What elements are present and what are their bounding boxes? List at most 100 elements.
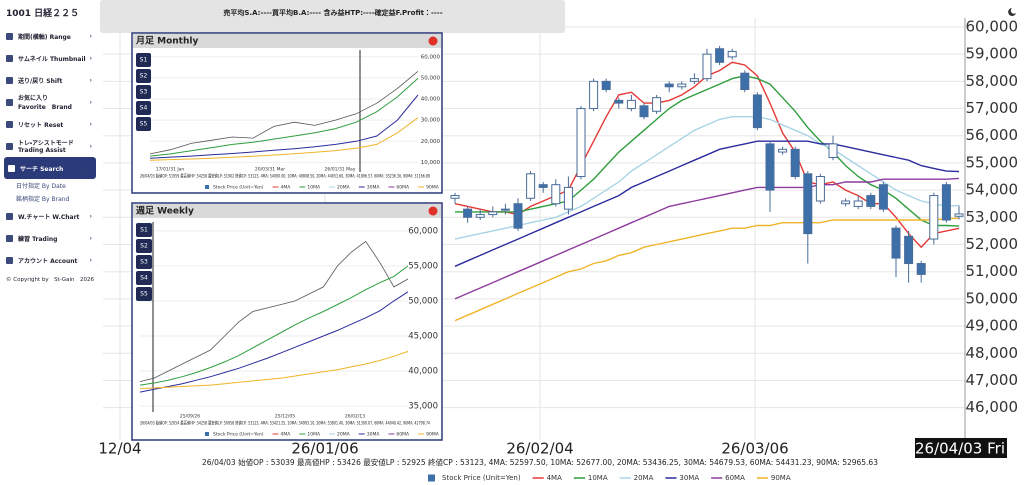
menu-arrow: ⌄ bbox=[82, 164, 88, 172]
menu-item[interactable]: 送り/戻り Shift › bbox=[0, 69, 100, 91]
y-tick-label: 56,000 bbox=[966, 126, 1019, 144]
panel-frame bbox=[131, 32, 443, 194]
menu-label: リセット Reset bbox=[18, 120, 63, 129]
menu-item[interactable]: W.チャート W.Chart › bbox=[0, 205, 100, 227]
menu-label: W.チャート W.Chart bbox=[18, 213, 80, 221]
series-button[interactable] bbox=[136, 223, 152, 237]
x-tick-label: 25/12/05 bbox=[275, 414, 295, 420]
copyright-text: © Copyright by bbox=[6, 277, 49, 283]
y-tick-label: 50,000 bbox=[421, 75, 441, 81]
menu-item[interactable]: トレ・アシストモード Trading Assist › bbox=[0, 135, 100, 157]
close-button[interactable] bbox=[428, 206, 438, 216]
menu: 期間(横軸) Range › サムネイル Thumbnail › 送り/戻り Shift… bbox=[0, 25, 100, 289]
menu-text: 送り/戻り Shift bbox=[18, 77, 63, 85]
candle-body bbox=[463, 208, 473, 218]
candle-body bbox=[450, 195, 460, 199]
menu-item[interactable]: アカウント Account › bbox=[0, 249, 100, 271]
candle-body bbox=[916, 263, 926, 275]
series-button[interactable] bbox=[136, 69, 151, 83]
ma-line bbox=[139, 291, 409, 393]
legend-label: 20MA bbox=[634, 474, 654, 482]
menu-item[interactable]: 練習 Trading › bbox=[0, 227, 100, 249]
sidebar: 1001 日経２２５ 期間(横軸) Range › サムネイル Thumbnail ›… bbox=[0, 0, 100, 485]
y-tick-label: 48,000 bbox=[966, 344, 1019, 362]
candle-body bbox=[815, 176, 825, 202]
x-tick-label: 26/02/13 bbox=[345, 414, 365, 420]
panel-title: 週足 Weekly bbox=[136, 206, 194, 217]
menu-item[interactable]: サーチ Search ⌄ bbox=[4, 157, 96, 179]
series-button[interactable] bbox=[136, 255, 152, 269]
legend-label: 4MA bbox=[281, 432, 292, 438]
candle-body bbox=[765, 143, 775, 191]
candle-body bbox=[803, 173, 813, 235]
candle-body bbox=[475, 214, 485, 218]
candle-body bbox=[828, 143, 838, 158]
candle-body bbox=[664, 83, 674, 88]
series-button[interactable] bbox=[136, 287, 152, 301]
candle-body bbox=[790, 148, 800, 178]
legend-label: 30MA bbox=[367, 432, 381, 438]
y-tick-label: 47,000 bbox=[966, 371, 1019, 389]
menu-label: 練習 Trading bbox=[18, 235, 58, 243]
series-button[interactable] bbox=[136, 85, 151, 99]
menu-item[interactable]: 期間(横軸) Range › bbox=[0, 25, 100, 47]
legend-label: 30MA bbox=[367, 185, 381, 191]
menu-icon bbox=[6, 98, 13, 106]
candle-body bbox=[853, 200, 863, 207]
menu-label: トレ・アシストモード Trading Assist bbox=[18, 138, 74, 154]
menu-icon bbox=[6, 120, 13, 128]
theme-toggle[interactable] bbox=[1008, 8, 1016, 16]
menu-text: Trading Assist bbox=[18, 147, 66, 154]
x-tick-label: 26/03/06 bbox=[721, 440, 788, 458]
legend-label: Stock Price (Unit=Yen) bbox=[442, 474, 521, 482]
submenu-item[interactable]: 銘柄指定 By Brand bbox=[16, 196, 70, 203]
series-button[interactable] bbox=[136, 117, 151, 131]
menu-icon bbox=[8, 164, 15, 172]
x-label-box bbox=[915, 438, 1007, 458]
ma-line bbox=[455, 75, 960, 227]
series-button[interactable] bbox=[136, 101, 151, 115]
y-tick-label: 60,000 bbox=[408, 226, 438, 236]
y-tick-label: 53,000 bbox=[966, 208, 1019, 226]
menu-arrow: › bbox=[89, 256, 92, 264]
menu-icon bbox=[6, 212, 13, 220]
menu-label: サムネイル Thumbnail bbox=[18, 54, 86, 63]
candle-body bbox=[778, 148, 788, 153]
candle-body bbox=[878, 184, 888, 210]
candle-body bbox=[538, 184, 548, 188]
menu-item[interactable]: サムネイル Thumbnail › bbox=[0, 47, 100, 69]
copyright: © Copyright by St-Gain 2026 bbox=[0, 271, 100, 289]
series-button[interactable] bbox=[136, 271, 152, 285]
submenu-item[interactable]: 日付指定 By Date bbox=[16, 183, 66, 190]
legend-label: 60MA bbox=[396, 432, 410, 438]
y-tick-label: 52,000 bbox=[966, 235, 1019, 253]
panel-title: 月足 Monthly bbox=[135, 36, 198, 47]
ma-line bbox=[149, 94, 419, 159]
panel-titlebar bbox=[133, 34, 441, 48]
candle-body bbox=[866, 195, 876, 207]
y-tick-label: 60,000 bbox=[421, 54, 441, 60]
inset-panel: 週足 Weekly 35,000 40,000 45,000 50,000 55,000 6… bbox=[131, 202, 443, 441]
series-button-label: S5 bbox=[140, 291, 148, 298]
y-tick-label: 50,000 bbox=[408, 296, 438, 306]
y-tick-label: 45,000 bbox=[408, 332, 438, 342]
series-button[interactable] bbox=[136, 239, 152, 253]
x-tick-label: 26/01/06 bbox=[291, 440, 358, 458]
series-button[interactable] bbox=[136, 53, 151, 67]
menu-item[interactable]: お気に入り Favorite Brand › bbox=[0, 91, 100, 113]
x-tick-label: 12/04 bbox=[98, 440, 141, 458]
close-button[interactable] bbox=[428, 36, 438, 46]
y-tick-label: 51,000 bbox=[966, 262, 1019, 280]
menu-arrow: › bbox=[89, 32, 92, 40]
menu-label: 期間(横軸) Range bbox=[18, 32, 71, 41]
menu-text: お気に入り bbox=[18, 95, 49, 102]
symbol: 1001 日経２２５ bbox=[6, 9, 80, 19]
candle-body bbox=[752, 94, 762, 129]
candle-body bbox=[500, 208, 510, 211]
menu-text: サムネイル Thumbnail bbox=[18, 55, 86, 63]
y-tick-label: 20,000 bbox=[421, 139, 441, 145]
series-button-label: S1 bbox=[140, 227, 148, 234]
x-tick-label: 26/04/03 Fri bbox=[915, 440, 1005, 458]
menu-item[interactable]: リセット Reset › bbox=[0, 113, 100, 135]
